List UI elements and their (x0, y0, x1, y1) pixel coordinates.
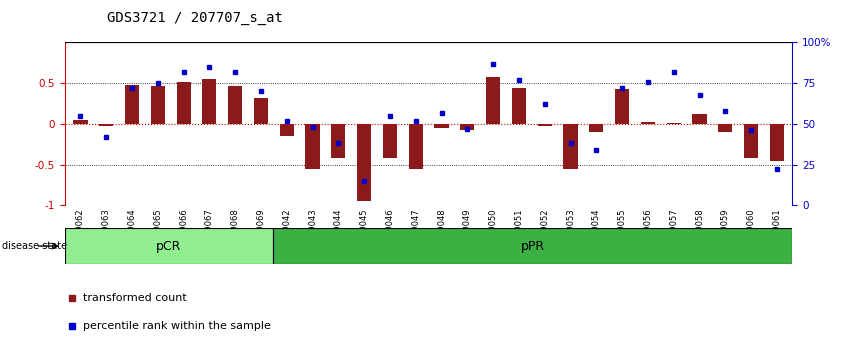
Bar (99, 124, 113, 126)
Bar (409, 124, 423, 169)
Text: pPR: pPR (520, 240, 545, 252)
Bar (177, 81, 191, 124)
Bar (667, 123, 681, 124)
Text: GDS3721 / 207707_s_at: GDS3721 / 207707_s_at (107, 11, 283, 25)
Text: percentile rank within the sample: percentile rank within the sample (83, 320, 271, 331)
Text: transformed count: transformed count (83, 292, 187, 303)
Bar (254, 98, 268, 124)
Bar (718, 124, 733, 132)
Bar (65, 228, 273, 264)
Bar (641, 122, 655, 124)
Bar (383, 124, 397, 158)
Bar (228, 86, 242, 124)
Bar (486, 77, 501, 124)
Bar (332, 124, 346, 158)
Bar (125, 85, 139, 124)
Bar (273, 228, 792, 264)
Bar (151, 86, 165, 124)
Bar (693, 114, 707, 124)
Text: disease state: disease state (2, 241, 67, 251)
Bar (203, 79, 216, 124)
Bar (615, 89, 630, 124)
Bar (280, 124, 294, 136)
Bar (744, 124, 759, 158)
Bar (74, 120, 87, 124)
Bar (589, 124, 604, 132)
Bar (357, 124, 372, 201)
Bar (512, 88, 526, 124)
Bar (564, 124, 578, 169)
Text: pCR: pCR (156, 240, 182, 252)
Bar (460, 124, 475, 130)
Bar (306, 124, 320, 170)
Bar (435, 124, 449, 128)
Bar (538, 124, 552, 126)
Bar (770, 124, 784, 161)
